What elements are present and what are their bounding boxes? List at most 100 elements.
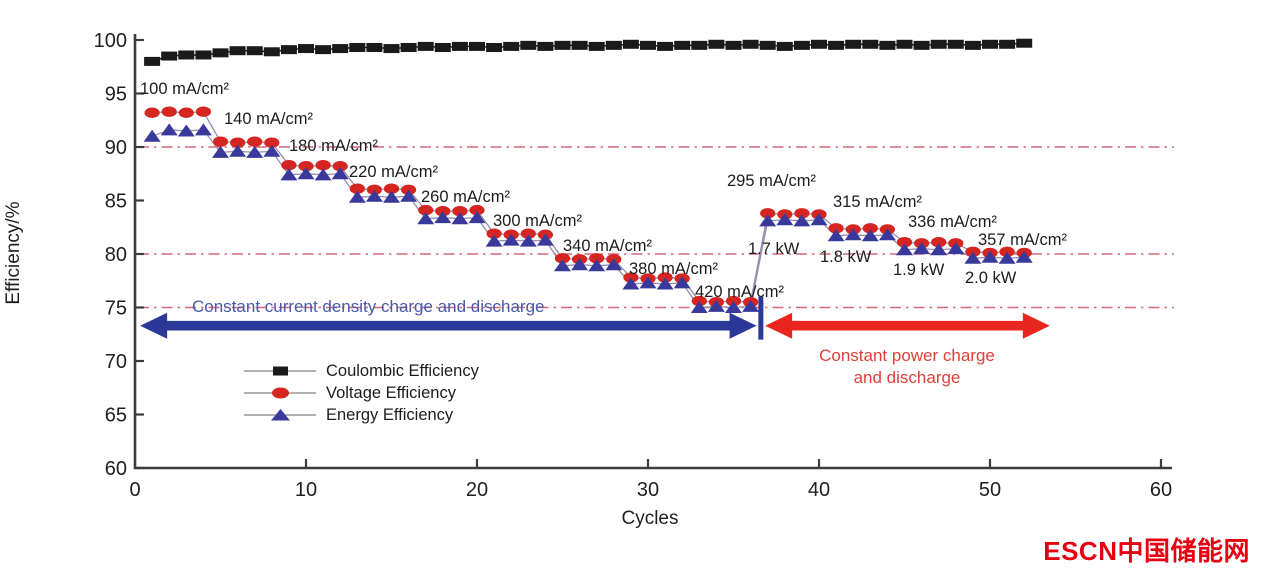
coulombic-marker	[845, 39, 862, 49]
current-density-label: 100 mA/cm²	[140, 80, 229, 98]
voltage-marker	[554, 253, 571, 264]
voltage-marker	[452, 206, 468, 217]
coulombic-marker	[725, 40, 742, 50]
energy-marker	[725, 301, 742, 313]
coulombic-marker	[999, 39, 1016, 49]
coulombic-marker	[451, 41, 468, 51]
energy-marker	[793, 214, 811, 227]
y-tick-label: 70	[105, 351, 127, 373]
voltage-marker	[298, 161, 314, 172]
voltage-marker	[230, 137, 246, 148]
legend-square-marker-icon	[244, 366, 316, 376]
energy-marker	[400, 189, 418, 202]
coulombic-marker	[332, 44, 349, 54]
watermark-escn-logo: ESCN中国储能网	[1043, 536, 1250, 566]
coulombic-marker	[793, 40, 810, 50]
voltage-marker	[247, 136, 263, 147]
coulombic-marker	[759, 40, 776, 50]
y-tick-label: 85	[105, 191, 127, 213]
energy-marker	[383, 190, 400, 203]
voltage-marker	[144, 107, 160, 118]
energy-marker	[177, 124, 195, 137]
energy-marker	[160, 123, 178, 136]
voltage-marker	[161, 106, 177, 117]
coulombic-marker	[212, 48, 229, 58]
coulombic-marker	[349, 42, 366, 52]
coulombic-marker	[571, 40, 588, 50]
energy-marker	[861, 229, 879, 242]
coulombic-marker	[622, 39, 639, 49]
y-tick-label: 90	[105, 137, 127, 159]
voltage-marker	[862, 223, 878, 234]
x-tick-label: 40	[808, 479, 830, 501]
energy-marker	[810, 213, 828, 226]
power-label: 1.7 kW	[748, 240, 800, 258]
energy-marker	[519, 234, 537, 247]
regime-arrow-constant-current	[140, 312, 757, 339]
energy-marker	[742, 299, 760, 312]
y-axis-title: Efficiency/%	[3, 201, 24, 305]
energy-marker	[229, 144, 247, 157]
coulombic-marker	[708, 39, 725, 49]
power-label: 1.9 kW	[893, 261, 945, 279]
coulombic-marker	[229, 46, 246, 56]
coulombic-marker	[400, 42, 417, 52]
coulombic-marker	[503, 41, 520, 51]
energy-marker	[212, 145, 229, 158]
energy-marker	[844, 228, 862, 241]
energy-marker	[417, 212, 435, 225]
regime-label-constant-power: Constant power charge and discharge	[793, 345, 1021, 389]
coulombic-marker	[161, 51, 178, 61]
triangle-icon	[271, 409, 290, 421]
x-axis-title: Cycles	[621, 508, 679, 529]
energy-marker	[690, 301, 708, 313]
energy-marker	[622, 277, 640, 290]
chart-legend: Coulombic Efficiency Voltage Efficiency …	[242, 360, 479, 426]
energy-marker	[468, 211, 486, 224]
voltage-marker	[794, 208, 810, 219]
coulombic-marker	[811, 39, 827, 49]
power-label: 2.0 kW	[965, 269, 1017, 287]
voltage-marker	[281, 159, 297, 171]
regime-arrow-constant-power	[765, 312, 1050, 339]
energy-marker	[759, 214, 777, 227]
current-density-label: 420 mA/cm²	[695, 283, 784, 301]
energy-marker	[913, 242, 931, 255]
current-density-label: 315 mA/cm²	[833, 193, 922, 211]
energy-marker	[639, 276, 657, 289]
energy-marker	[964, 251, 982, 264]
x-tick-label: 20	[466, 479, 488, 501]
current-density-label: 380 mA/cm²	[629, 260, 718, 278]
coulombic-marker	[417, 41, 434, 51]
y-tick-label: 100	[94, 30, 127, 52]
coulombic-marker	[776, 41, 793, 51]
energy-marker	[263, 144, 281, 157]
coulombic-marker	[263, 47, 280, 57]
current-density-label: 180 mA/cm²	[289, 137, 378, 155]
coulombic-marker	[930, 39, 947, 49]
coulombic-marker	[879, 40, 896, 50]
voltage-marker	[931, 237, 947, 248]
coulombic-marker	[554, 40, 571, 50]
voltage-marker	[315, 159, 331, 171]
y-tick-label: 60	[105, 458, 127, 480]
voltage-marker	[469, 204, 485, 216]
energy-marker	[1015, 250, 1033, 263]
coulombic-marker	[144, 56, 161, 66]
coulombic-marker	[486, 42, 503, 52]
energy-marker	[998, 251, 1016, 264]
energy-marker	[280, 168, 298, 181]
energy-marker	[485, 234, 503, 247]
energy-marker	[331, 167, 349, 180]
current-density-label: 260 mA/cm²	[421, 188, 510, 206]
energy-marker	[297, 167, 315, 180]
coulombic-efficiency-line	[151, 42, 1025, 63]
coulombic-marker	[298, 44, 314, 54]
coulombic-marker	[280, 45, 297, 55]
coulombic-marker	[246, 46, 263, 56]
y-tick-label: 80	[105, 244, 127, 266]
coulombic-marker	[366, 42, 383, 52]
coulombic-marker	[913, 40, 930, 50]
voltage-marker	[212, 136, 229, 147]
